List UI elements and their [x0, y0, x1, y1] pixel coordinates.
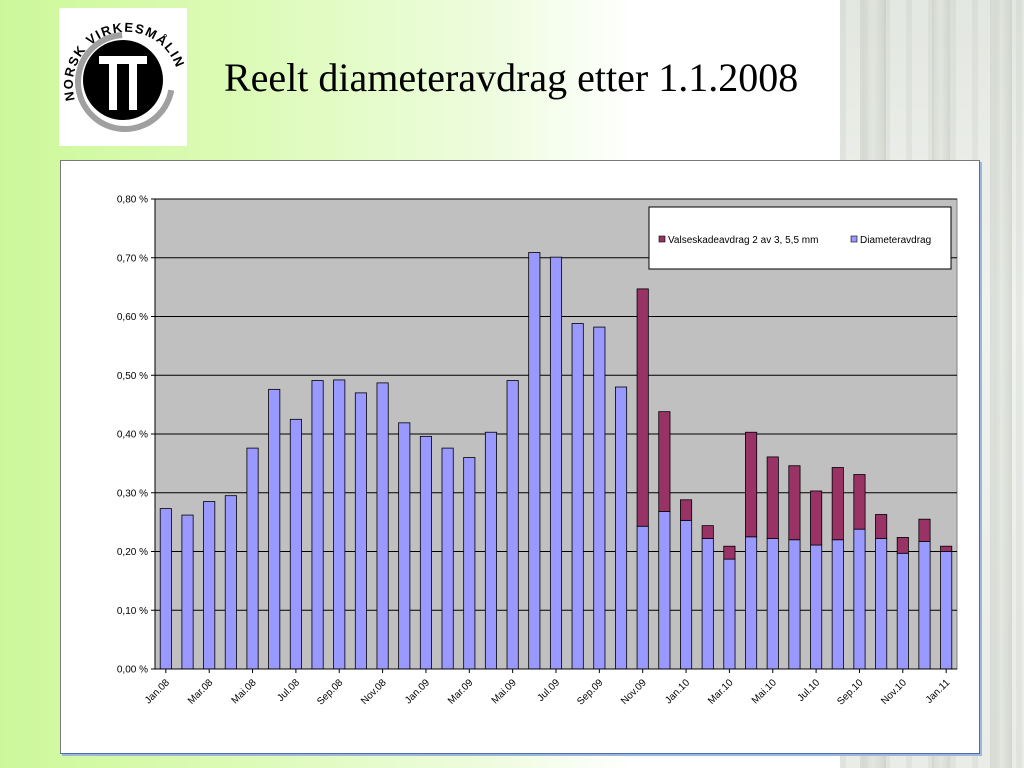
logo: NORSK VIRKESMÅLING [53, 0, 187, 146]
bar-diameteravdrag [918, 541, 931, 670]
bar-diameteravdrag [484, 431, 498, 670]
bar-diameteravdrag [571, 323, 584, 670]
x-tick-label: Mai.10 [750, 677, 779, 706]
x-tick-label: Mar.10 [706, 677, 736, 707]
x-tick-label: Jul.09 [535, 677, 562, 704]
bar-diameteravdrag [441, 447, 454, 670]
bar-diameteravdrag [311, 380, 324, 670]
bar-valseskadeavdrag [918, 518, 931, 542]
legend-swatch [850, 235, 858, 243]
bar-diameteravdrag [723, 558, 736, 670]
bar-valseskadeavdrag [788, 465, 801, 541]
x-tick-label: Mai.08 [230, 677, 259, 706]
bar-diameteravdrag [636, 525, 649, 670]
y-axis: 0,00 % 0,10 % 0,20 % 0,30 % 0,40 % 0,50 % 0,60… [117, 195, 156, 676]
y-tick-label: 0,40 % [117, 430, 148, 441]
x-tick-label: Sep.08 [315, 677, 345, 707]
bar-diameteravdrag [875, 538, 888, 670]
bar-diameteravdrag [766, 538, 779, 670]
bar-valseskadeavdrag [766, 456, 779, 539]
x-tick-label: Nov.10 [879, 677, 909, 707]
bar-diameteravdrag [268, 388, 281, 670]
bar-valseskadeavdrag [810, 490, 823, 546]
x-tick-label: Sep.09 [575, 677, 605, 707]
bar-valseskadeavdrag [940, 545, 953, 552]
y-tick-label: 0,80 % [117, 195, 148, 206]
bar-diameteravdrag [506, 380, 519, 670]
bar-diameteravdrag [853, 528, 866, 670]
bar-diameteravdrag [398, 422, 411, 670]
bar-diameteravdrag [333, 379, 346, 670]
bar-diameteravdrag [745, 536, 758, 670]
bar-diameteravdrag [614, 386, 628, 670]
legend: Valseskadeavdrag 2 av 3, 5,5 mm Diametera… [648, 206, 952, 270]
chart-frame: 0,00 % 0,10 % 0,20 % 0,30 % 0,40 % 0,50 % 0,60… [60, 160, 980, 754]
y-tick-label: 0,20 % [117, 547, 148, 558]
bar-diameteravdrag [788, 539, 801, 670]
bar-diameteravdrag [810, 544, 823, 670]
y-tick-label: 0,60 % [117, 312, 148, 323]
bar-valseskadeavdrag [680, 499, 693, 521]
legend-swatch [658, 235, 666, 243]
x-tick-label: Mar.09 [446, 677, 476, 707]
bar-valseskadeavdrag [853, 474, 866, 530]
x-tick-label: Nov.09 [619, 677, 649, 707]
y-tick-label: 0,70 % [117, 253, 148, 264]
x-tick-label: Sep.10 [835, 677, 865, 707]
x-axis: Jan.08 Mar.08 Mai.08 Jul.08 Sep.08 Nov.08 Jan.… [143, 668, 957, 708]
bar-diameteravdrag [354, 392, 367, 670]
bar-diameteravdrag [419, 435, 432, 670]
bar-diameteravdrag [246, 447, 259, 670]
x-tick-label: Jan.10 [663, 677, 692, 706]
tree-trunk [990, 0, 1012, 768]
bar-valseskadeavdrag [723, 545, 736, 560]
bar-valseskadeavdrag [701, 525, 714, 539]
x-tick-label: Jan.09 [403, 677, 432, 706]
x-tick-label: Jan.11 [924, 677, 953, 706]
bars [159, 252, 953, 670]
bar-diameteravdrag [528, 252, 541, 670]
slide-title: Reelt diameteravdrag etter 1.1.2008 [224, 55, 799, 100]
y-tick-label: 0,00 % [117, 665, 148, 676]
stacked-bar-chart: 0,00 % 0,10 % 0,20 % 0,30 % 0,40 % 0,50 % 0,60… [117, 195, 958, 708]
x-tick-label: Mai.09 [490, 677, 519, 706]
x-tick-label: Jul.08 [275, 677, 302, 704]
y-tick-label: 0,50 % [117, 371, 148, 382]
bar-diameteravdrag [940, 551, 953, 670]
bar-diameteravdrag [658, 511, 671, 670]
bar-valseskadeavdrag [875, 514, 888, 539]
bar-diameteravdrag [593, 326, 606, 670]
x-tick-label: Nov.08 [359, 677, 389, 707]
x-tick-label: Jan.08 [143, 677, 172, 706]
legend-label: Valseskadeavdrag 2 av 3, 5,5 mm [668, 235, 818, 246]
bar-valseskadeavdrag [636, 288, 649, 527]
bar-valseskadeavdrag [745, 431, 758, 538]
legend-box [648, 206, 952, 270]
bar-diameteravdrag [289, 418, 302, 670]
bar-valseskadeavdrag [658, 411, 671, 512]
bar-diameteravdrag [224, 495, 237, 670]
bar-valseskadeavdrag [896, 536, 909, 554]
bar-valseskadeavdrag [831, 467, 844, 541]
bar-diameteravdrag [159, 508, 172, 670]
bar-diameteravdrag [701, 538, 714, 670]
x-tick-label: Jul.10 [796, 677, 823, 704]
bar-diameteravdrag [181, 514, 194, 670]
bar-diameteravdrag [680, 519, 693, 670]
bar-diameteravdrag [463, 457, 476, 670]
y-tick-label: 0,30 % [117, 488, 148, 499]
legend-label: Diameteravdrag [860, 235, 931, 246]
bar-diameteravdrag [203, 501, 216, 670]
bar-diameteravdrag [896, 552, 909, 670]
bar-diameteravdrag [376, 382, 389, 670]
norsk-virkesmaling-logo-icon: NORSK VIRKESMÅLING [53, 0, 187, 132]
y-tick-label: 0,10 % [117, 606, 148, 617]
x-tick-label: Mar.08 [186, 677, 216, 707]
bar-diameteravdrag [831, 539, 844, 670]
bar-diameteravdrag [549, 256, 563, 670]
